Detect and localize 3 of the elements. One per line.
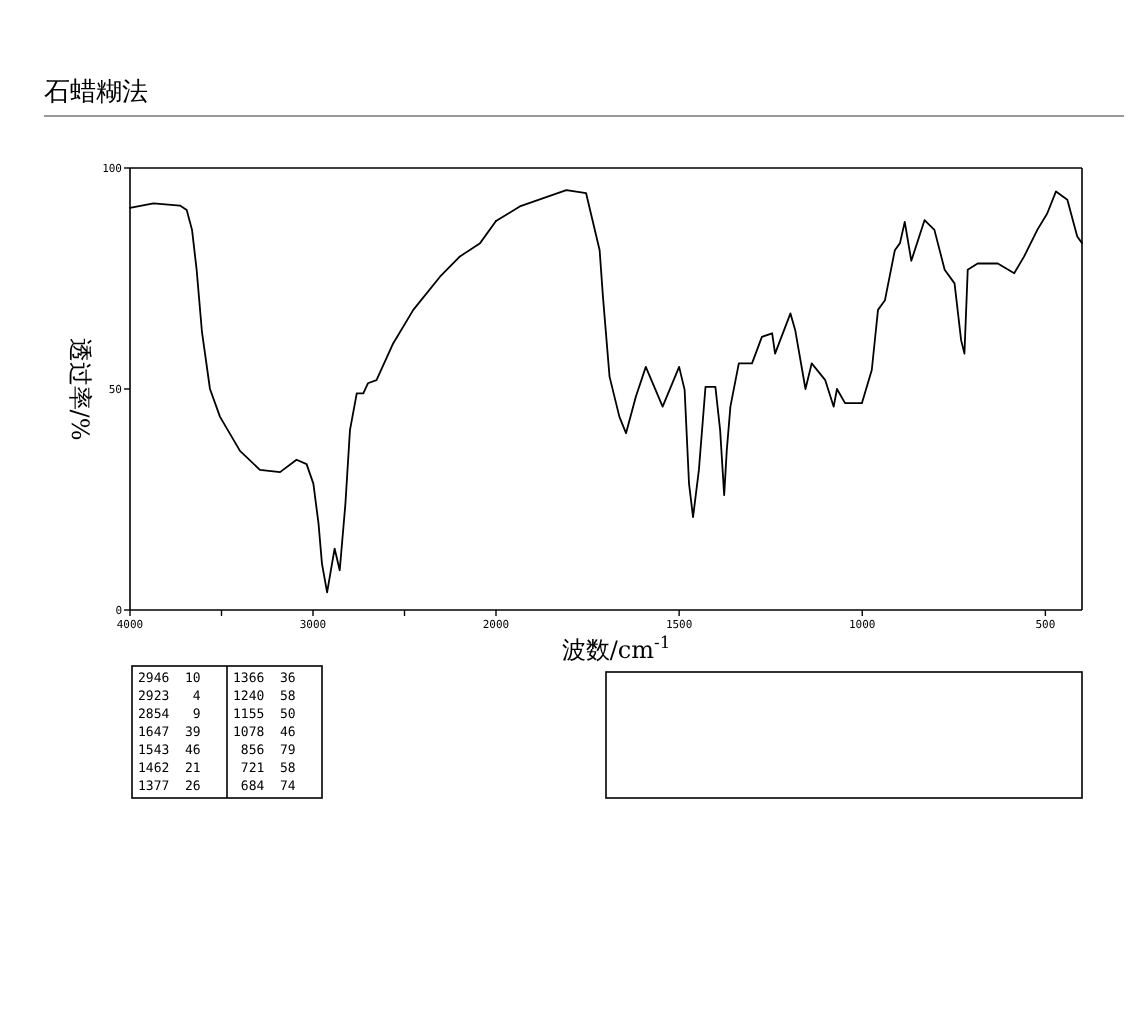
x-axis-title: 波数/cm$^{-1}$: [561, 632, 671, 664]
y-axis-title: 透过率/%: [66, 337, 94, 441]
chart-title: 石蜡糊法: [44, 78, 148, 108]
